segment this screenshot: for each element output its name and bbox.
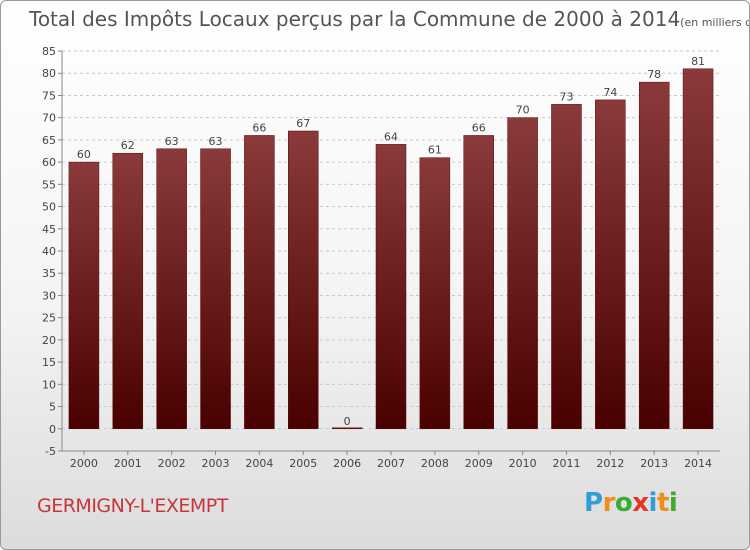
value-label-2009: 66 xyxy=(472,121,486,134)
x-tick-label-2010: 2010 xyxy=(509,457,537,470)
value-label-2002: 63 xyxy=(165,135,179,148)
bar-2013 xyxy=(638,81,670,430)
y-tick-label: 70 xyxy=(42,112,56,125)
value-label-2006: 0 xyxy=(344,415,351,428)
value-label-2000: 60 xyxy=(77,148,91,161)
y-tick-label: 20 xyxy=(42,334,56,347)
bar-2003 xyxy=(200,148,231,430)
proxiti-logo[interactable]: Proxiti xyxy=(584,488,678,518)
x-tick-label-2012: 2012 xyxy=(596,457,624,470)
y-tick-label: 5 xyxy=(49,401,56,414)
chart-unit: (en milliers d'€) xyxy=(680,16,749,29)
y-tick-label: 75 xyxy=(42,89,56,102)
y-tick-label: 35 xyxy=(42,267,56,280)
x-tick-label-2000: 2000 xyxy=(70,457,98,470)
value-label-2003: 63 xyxy=(209,135,223,148)
bar-2002 xyxy=(156,148,187,430)
x-tick-label-2011: 2011 xyxy=(552,457,580,470)
value-label-2008: 61 xyxy=(428,144,442,157)
bars xyxy=(68,68,714,430)
bar-2004 xyxy=(244,135,275,430)
value-label-2013: 78 xyxy=(647,68,661,81)
logo-letter: o xyxy=(614,488,633,518)
y-tick-label: 10 xyxy=(42,378,56,391)
logo-letter: i xyxy=(648,488,658,518)
bar-2009 xyxy=(463,135,494,430)
y-tick-label: 65 xyxy=(42,134,56,147)
bar-2001 xyxy=(112,152,144,430)
x-tick-label-2007: 2007 xyxy=(377,457,405,470)
x-tick-label-2008: 2008 xyxy=(421,457,449,470)
y-tick-label: 25 xyxy=(42,312,56,325)
bar-chart: -5 0 5 10 15 20 25 30 35 40 45 50 55 60 65 70 75 80 85 2000… xyxy=(42,45,720,470)
x-tick-label-2013: 2013 xyxy=(640,457,668,470)
x-tick-label-2001: 2001 xyxy=(114,457,142,470)
y-tick-label: 40 xyxy=(42,245,56,258)
y-tick-label: 60 xyxy=(42,156,56,169)
y-tick-label: 45 xyxy=(42,223,56,236)
bar-2008 xyxy=(419,157,451,430)
chart-title-text: Total des Impôts Locaux perçus par la Co… xyxy=(29,7,681,31)
y-tick-label: 85 xyxy=(42,45,56,58)
bar-2010 xyxy=(507,117,538,430)
logo-letter: i xyxy=(668,488,678,518)
y-tick-label: 0 xyxy=(49,423,56,436)
value-label-2012: 74 xyxy=(603,86,617,99)
x-tick-label-2002: 2002 xyxy=(158,457,186,470)
y-tick-label: -5 xyxy=(45,445,56,458)
value-label-2004: 66 xyxy=(252,121,266,134)
value-label-2001: 62 xyxy=(121,139,135,152)
bar-2011 xyxy=(551,104,582,430)
y-tick-label: 55 xyxy=(42,178,56,191)
y-tick-label: 15 xyxy=(42,356,56,369)
y-tick-label: 50 xyxy=(42,201,56,214)
value-label-2007: 64 xyxy=(384,130,398,143)
bar-2014 xyxy=(682,68,714,430)
x-tick-label-2005: 2005 xyxy=(289,457,317,470)
x-tick-label-2004: 2004 xyxy=(245,457,273,470)
logo-letter: t xyxy=(656,488,669,518)
x-tick-label-2009: 2009 xyxy=(465,457,493,470)
x-tick-label-2003: 2003 xyxy=(202,457,230,470)
logo-letter: P xyxy=(584,488,603,518)
commune-name: GERMIGNY-L'EXEMPT xyxy=(37,495,228,517)
logo-letter: x xyxy=(632,488,649,518)
bar-2005 xyxy=(288,130,319,430)
bar-2012 xyxy=(595,99,626,430)
logo-letter: r xyxy=(602,488,616,518)
x-tick-label-2014: 2014 xyxy=(684,457,712,470)
bar-2006 xyxy=(331,427,363,430)
chart-title: Total des Impôts Locaux perçus par la Co… xyxy=(29,7,749,31)
value-label-2010: 70 xyxy=(516,104,530,117)
value-labels: 60 62 63 63 66 67 0 64 61 66 70 73 74 78 81 xyxy=(77,55,705,428)
bar-2000 xyxy=(68,161,100,430)
x-tick-label-2006: 2006 xyxy=(333,457,361,470)
bar-2007 xyxy=(375,144,407,430)
axes: -5 0 5 10 15 20 25 30 35 40 45 50 55 60 65 70 75 80 85 2000… xyxy=(42,45,720,470)
value-label-2011: 73 xyxy=(559,90,573,103)
y-tick-label: 80 xyxy=(42,67,56,80)
value-label-2005: 67 xyxy=(296,117,310,130)
value-label-2014: 81 xyxy=(691,55,705,68)
y-tick-label: 30 xyxy=(42,289,56,302)
